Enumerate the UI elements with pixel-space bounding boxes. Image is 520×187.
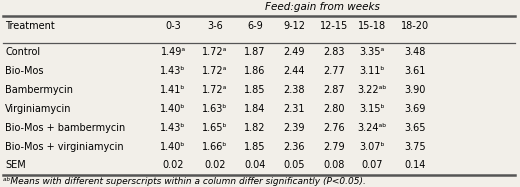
Text: Bambermycin: Bambermycin [5, 85, 73, 95]
Text: Treatment: Treatment [5, 21, 55, 31]
Text: 3.35ᵃ: 3.35ᵃ [360, 47, 385, 57]
Text: 1.43ᵇ: 1.43ᵇ [160, 123, 186, 133]
Text: 3.90: 3.90 [404, 85, 426, 95]
Text: 1.40ᵇ: 1.40ᵇ [160, 104, 186, 114]
Text: 1.87: 1.87 [244, 47, 266, 57]
Text: 0.14: 0.14 [404, 160, 426, 170]
Text: 3.15ᵇ: 3.15ᵇ [359, 104, 385, 114]
Text: Bio-Mos: Bio-Mos [5, 66, 44, 76]
Text: 0.08: 0.08 [323, 160, 345, 170]
Text: 2.87: 2.87 [323, 85, 345, 95]
Text: 2.38: 2.38 [283, 85, 305, 95]
Text: 0-3: 0-3 [165, 21, 181, 31]
Text: 15-18: 15-18 [358, 21, 386, 31]
Text: 2.39: 2.39 [283, 123, 305, 133]
Text: 2.80: 2.80 [323, 104, 345, 114]
Text: 1.84: 1.84 [244, 104, 266, 114]
Text: 1.40ᵇ: 1.40ᵇ [160, 142, 186, 152]
Text: 3.65: 3.65 [404, 123, 426, 133]
Text: 1.43ᵇ: 1.43ᵇ [160, 66, 186, 76]
Text: 2.79: 2.79 [323, 142, 345, 152]
Text: 6-9: 6-9 [247, 21, 263, 31]
Text: 0.07: 0.07 [361, 160, 383, 170]
Text: 9-12: 9-12 [283, 21, 305, 31]
Text: 1.82: 1.82 [244, 123, 266, 133]
Text: 2.36: 2.36 [283, 142, 305, 152]
Text: 18-20: 18-20 [401, 21, 429, 31]
Text: 3.69: 3.69 [404, 104, 426, 114]
Text: 0.05: 0.05 [283, 160, 305, 170]
Text: 3.24ᵃᵇ: 3.24ᵃᵇ [358, 123, 387, 133]
Text: 2.77: 2.77 [323, 66, 345, 76]
Text: 2.49: 2.49 [283, 47, 305, 57]
Text: 1.72ᵃ: 1.72ᵃ [202, 47, 227, 57]
Text: Bio-Mos + bambermycin: Bio-Mos + bambermycin [5, 123, 125, 133]
Text: 3.22ᵃᵇ: 3.22ᵃᵇ [358, 85, 387, 95]
Text: 1.41ᵇ: 1.41ᵇ [160, 85, 186, 95]
Text: 1.85: 1.85 [244, 142, 266, 152]
Text: 2.76: 2.76 [323, 123, 345, 133]
Text: Control: Control [5, 47, 41, 57]
Text: SEM: SEM [5, 160, 26, 170]
Text: 0.04: 0.04 [244, 160, 266, 170]
Text: 3.07ᵇ: 3.07ᵇ [359, 142, 385, 152]
Text: 3.75: 3.75 [404, 142, 426, 152]
Text: 3.48: 3.48 [404, 47, 426, 57]
Text: 3.61: 3.61 [404, 66, 426, 76]
Text: 1.63ᵇ: 1.63ᵇ [202, 104, 228, 114]
Text: 0.02: 0.02 [204, 160, 226, 170]
Text: 1.65ᵇ: 1.65ᵇ [202, 123, 228, 133]
Text: 3.11ᵇ: 3.11ᵇ [359, 66, 385, 76]
Text: 2.31: 2.31 [283, 104, 305, 114]
Text: 1.72ᵃ: 1.72ᵃ [202, 85, 227, 95]
Text: 1.49ᵃ: 1.49ᵃ [161, 47, 186, 57]
Text: 1.85: 1.85 [244, 85, 266, 95]
Text: ᵃᵇMeans with different superscripts within a column differ significantly (P<0.05: ᵃᵇMeans with different superscripts with… [3, 177, 366, 186]
Text: Bio-Mos + virginiamycin: Bio-Mos + virginiamycin [5, 142, 124, 152]
Text: 2.44: 2.44 [283, 66, 305, 76]
Text: 1.66ᵇ: 1.66ᵇ [202, 142, 228, 152]
Text: 0.02: 0.02 [162, 160, 184, 170]
Text: 3-6: 3-6 [207, 21, 223, 31]
Text: Feed:gain from weeks: Feed:gain from weeks [265, 1, 380, 12]
Text: 12-15: 12-15 [320, 21, 348, 31]
Text: 1.72ᵃ: 1.72ᵃ [202, 66, 227, 76]
Text: Virginiamycin: Virginiamycin [5, 104, 72, 114]
Text: 1.86: 1.86 [244, 66, 266, 76]
Text: 2.83: 2.83 [323, 47, 345, 57]
